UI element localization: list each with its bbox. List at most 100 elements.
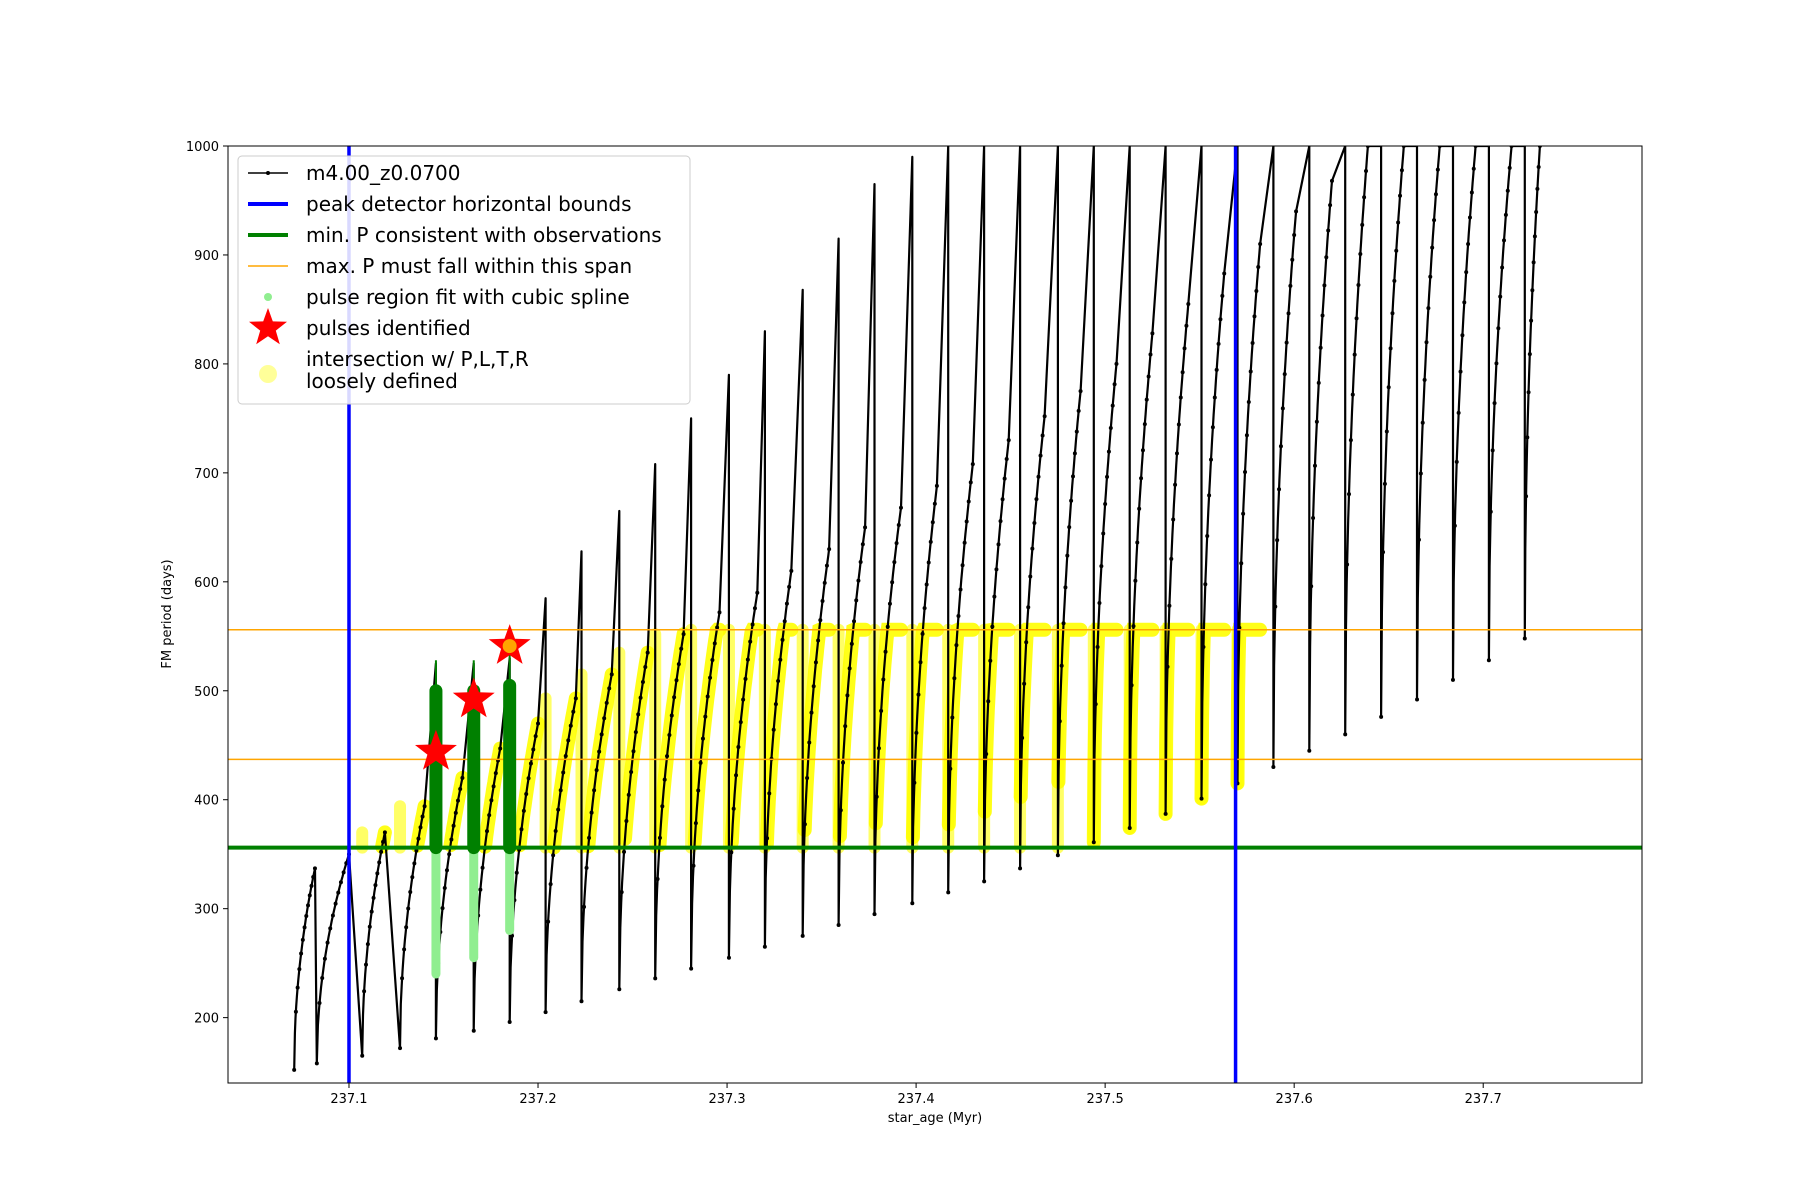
- model-point-6-12: [536, 721, 541, 726]
- model-point-13-7: [778, 657, 783, 662]
- model-point-21-6: [1067, 525, 1072, 530]
- model-point-12-7: [743, 676, 748, 681]
- model-point-32-1: [1452, 523, 1457, 528]
- model-point-16-9: [892, 560, 897, 565]
- model-point-5-10: [493, 771, 498, 776]
- model-point-31-5: [1424, 340, 1429, 345]
- model-point-19-11: [1004, 456, 1009, 461]
- model-point-22-0: [1091, 840, 1096, 845]
- model-point-16-3: [879, 708, 884, 713]
- model-point-15-5: [847, 666, 852, 671]
- model-point-30-6: [1390, 311, 1395, 316]
- model-point-3-1: [400, 976, 405, 981]
- model-point-4-7: [449, 837, 454, 842]
- model-point-33-6: [1498, 294, 1503, 299]
- model-point-13-12: [789, 568, 794, 573]
- model-point-24-2: [1167, 603, 1172, 608]
- model-point-21-0: [1055, 853, 1060, 858]
- model-point-29-5: [1352, 352, 1357, 357]
- model-point-18-12: [970, 462, 975, 467]
- model-point-15-12: [863, 525, 868, 530]
- model-point-7-10: [568, 723, 573, 728]
- model-point-16-5: [883, 649, 888, 654]
- x-tick-label-4: 237.5: [1087, 1092, 1124, 1107]
- model-point-20-6: [1030, 546, 1035, 551]
- model-point-30-8: [1394, 248, 1399, 253]
- model-point-1-8: [336, 890, 341, 895]
- model-point-12-1: [729, 850, 734, 855]
- model-point-11-0: [689, 966, 694, 971]
- model-point-24-1: [1165, 664, 1170, 669]
- model-point-1-2: [320, 975, 325, 980]
- model-point-33-0: [1486, 658, 1491, 663]
- model-point-25-1: [1201, 645, 1206, 650]
- model-point-1-10: [341, 870, 346, 875]
- model-point-27-9: [1288, 283, 1293, 288]
- model-point-13-9: [782, 619, 787, 624]
- model-point-28-0: [1307, 748, 1312, 753]
- model-point-32-9: [1467, 215, 1472, 220]
- model-point-20-9: [1036, 474, 1041, 479]
- model-point-18-0: [946, 890, 951, 895]
- model-point-16-1: [874, 794, 879, 799]
- model-point-27-3: [1277, 487, 1282, 492]
- model-point-10-3: [660, 804, 665, 809]
- model-point-8-1: [582, 904, 587, 909]
- model-point-27-0: [1271, 765, 1276, 770]
- model-point-11-12: [717, 610, 722, 615]
- model-point-19-12: [1006, 438, 1011, 443]
- y-tick-label-3: 500: [194, 685, 219, 700]
- model-point-9-2: [622, 849, 627, 854]
- model-point-24-7: [1176, 422, 1181, 427]
- model-point-22-12: [1114, 361, 1119, 366]
- model-point-8-9: [602, 716, 607, 721]
- model-point-14-4: [809, 710, 814, 715]
- model-point-16-4: [881, 677, 886, 682]
- model-point-3-2: [402, 947, 407, 952]
- model-point-4-4: [442, 885, 447, 890]
- model-point-18-2: [950, 715, 955, 720]
- model-point-8-10: [604, 700, 609, 705]
- model-point-0-8: [306, 903, 311, 908]
- model-point-3-0: [398, 1046, 403, 1051]
- model-point-14-2: [805, 776, 810, 781]
- model-point-6-0: [507, 1019, 512, 1024]
- legend-pulse-star: [249, 308, 287, 345]
- model-point-22-6: [1103, 501, 1108, 506]
- model-point-23-4: [1135, 540, 1140, 545]
- model-point-7-5: [556, 807, 561, 812]
- model-point-17-0: [910, 901, 915, 906]
- model-point-29-7: [1356, 282, 1361, 287]
- model-point-2-5: [369, 909, 374, 914]
- model-point-25-12: [1222, 271, 1227, 276]
- model-point-28-6: [1318, 345, 1323, 350]
- model-point-17-10: [930, 520, 935, 525]
- model-point-30-0: [1379, 714, 1384, 719]
- model-point-21-5: [1065, 553, 1070, 558]
- model-point-11-9: [710, 658, 715, 663]
- y-tick-label-7: 900: [194, 249, 219, 264]
- model-point-12-0: [726, 955, 731, 960]
- model-point-15-6: [849, 641, 854, 646]
- model-point-8-8: [599, 732, 604, 737]
- model-point-17-5: [920, 631, 925, 636]
- model-point-28-8: [1322, 283, 1327, 288]
- model-point-11-5: [700, 736, 705, 741]
- model-point-24-8: [1178, 395, 1183, 400]
- model-point-33-7: [1500, 265, 1505, 270]
- model-point-17-7: [924, 582, 929, 587]
- model-point-3-11: [420, 814, 425, 819]
- model-point-7-9: [566, 738, 571, 743]
- model-point-0-11: [311, 874, 316, 879]
- model-point-3-4: [406, 906, 411, 911]
- model-point-8-5: [592, 788, 597, 793]
- model-point-22-5: [1101, 531, 1106, 536]
- model-point-1-0: [314, 1061, 319, 1066]
- model-point-26-8: [1250, 341, 1255, 346]
- y-axis-label: FM period (days): [160, 559, 175, 668]
- model-point-11-4: [698, 760, 703, 765]
- model-point-10-1: [655, 877, 660, 882]
- model-point-13-5: [773, 702, 778, 707]
- model-point-2-1: [362, 989, 367, 994]
- model-point-4-3: [440, 906, 445, 911]
